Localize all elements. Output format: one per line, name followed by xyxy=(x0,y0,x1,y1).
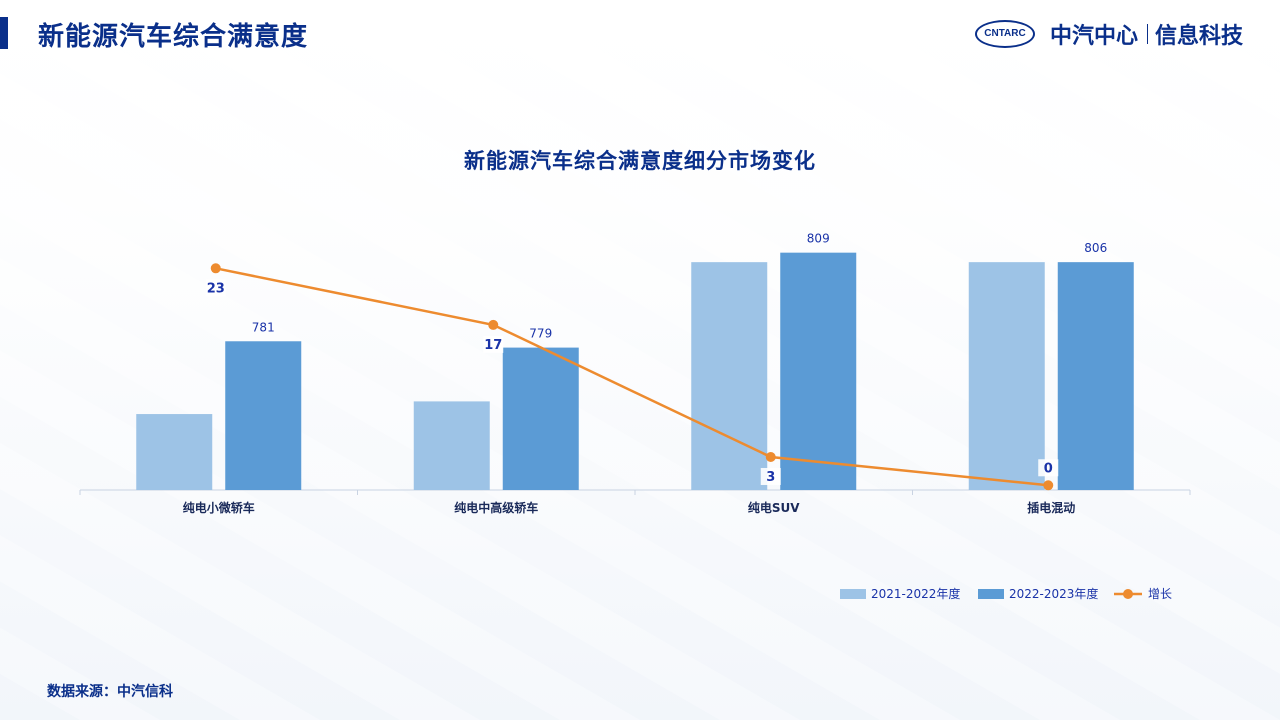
category-label: 插电混动 xyxy=(1027,500,1075,515)
company-logo: CNTARC 中汽中心 信息科技 xyxy=(975,16,1265,52)
category-label: 纯电中高级轿车 xyxy=(454,500,538,515)
bar-2021-2022 xyxy=(968,262,1045,490)
category-label: 纯电小微轿车 xyxy=(183,500,255,515)
growth-value-label: 23 xyxy=(207,281,225,296)
growth-value-label: 0 xyxy=(1044,461,1053,476)
growth-label-bg xyxy=(760,467,781,485)
legend-label-2021: 2021-2022年度 xyxy=(871,586,960,601)
growth-line xyxy=(215,267,1049,487)
bar-2022-2023 xyxy=(225,341,302,490)
bar-value-label: 781 xyxy=(252,320,275,334)
growth-label-bg xyxy=(1038,459,1059,477)
legend-swatch-2022 xyxy=(978,589,1004,599)
bar-value-label: 806 xyxy=(1084,241,1107,255)
bar-2021-2022 xyxy=(136,414,213,490)
growth-label-bg xyxy=(205,279,226,297)
growth-point xyxy=(210,263,221,274)
logo-tech-name: 信息科技 xyxy=(1155,24,1244,49)
bar-2021-2022 xyxy=(413,401,490,490)
header-accent-bar xyxy=(0,17,8,49)
page-title: 新能源汽车综合满意度 xyxy=(38,22,309,52)
bar-2022-2023 xyxy=(502,347,579,490)
bar-value-label: 809 xyxy=(807,232,830,246)
bar-2021-2022 xyxy=(691,262,768,490)
legend-label-2022: 2022-2023年度 xyxy=(1009,586,1098,601)
legend-marker-growth xyxy=(1123,589,1133,599)
growth-point xyxy=(488,319,499,330)
logo-chinese-name: 中汽中心 xyxy=(1050,24,1139,49)
growth-point xyxy=(1043,480,1054,491)
growth-point xyxy=(765,451,776,462)
bar-2022-2023 xyxy=(780,252,857,490)
growth-value-label: 17 xyxy=(484,338,502,353)
legend-swatch-2021 xyxy=(840,589,866,599)
category-label: 纯电SUV xyxy=(748,500,800,515)
growth-label-bg xyxy=(483,335,504,353)
bar-value-label: 779 xyxy=(529,327,552,341)
chart-title: 新能源汽车综合满意度细分市场变化 xyxy=(464,149,816,173)
data-source: 数据来源：中汽信科 xyxy=(47,684,173,700)
logo-separator xyxy=(1147,24,1148,44)
legend-label-growth: 增长 xyxy=(1148,587,1172,601)
bar-2022-2023 xyxy=(1057,262,1134,490)
growth-value-label: 3 xyxy=(766,470,775,485)
logo-badge: CNTARC xyxy=(975,20,1035,48)
